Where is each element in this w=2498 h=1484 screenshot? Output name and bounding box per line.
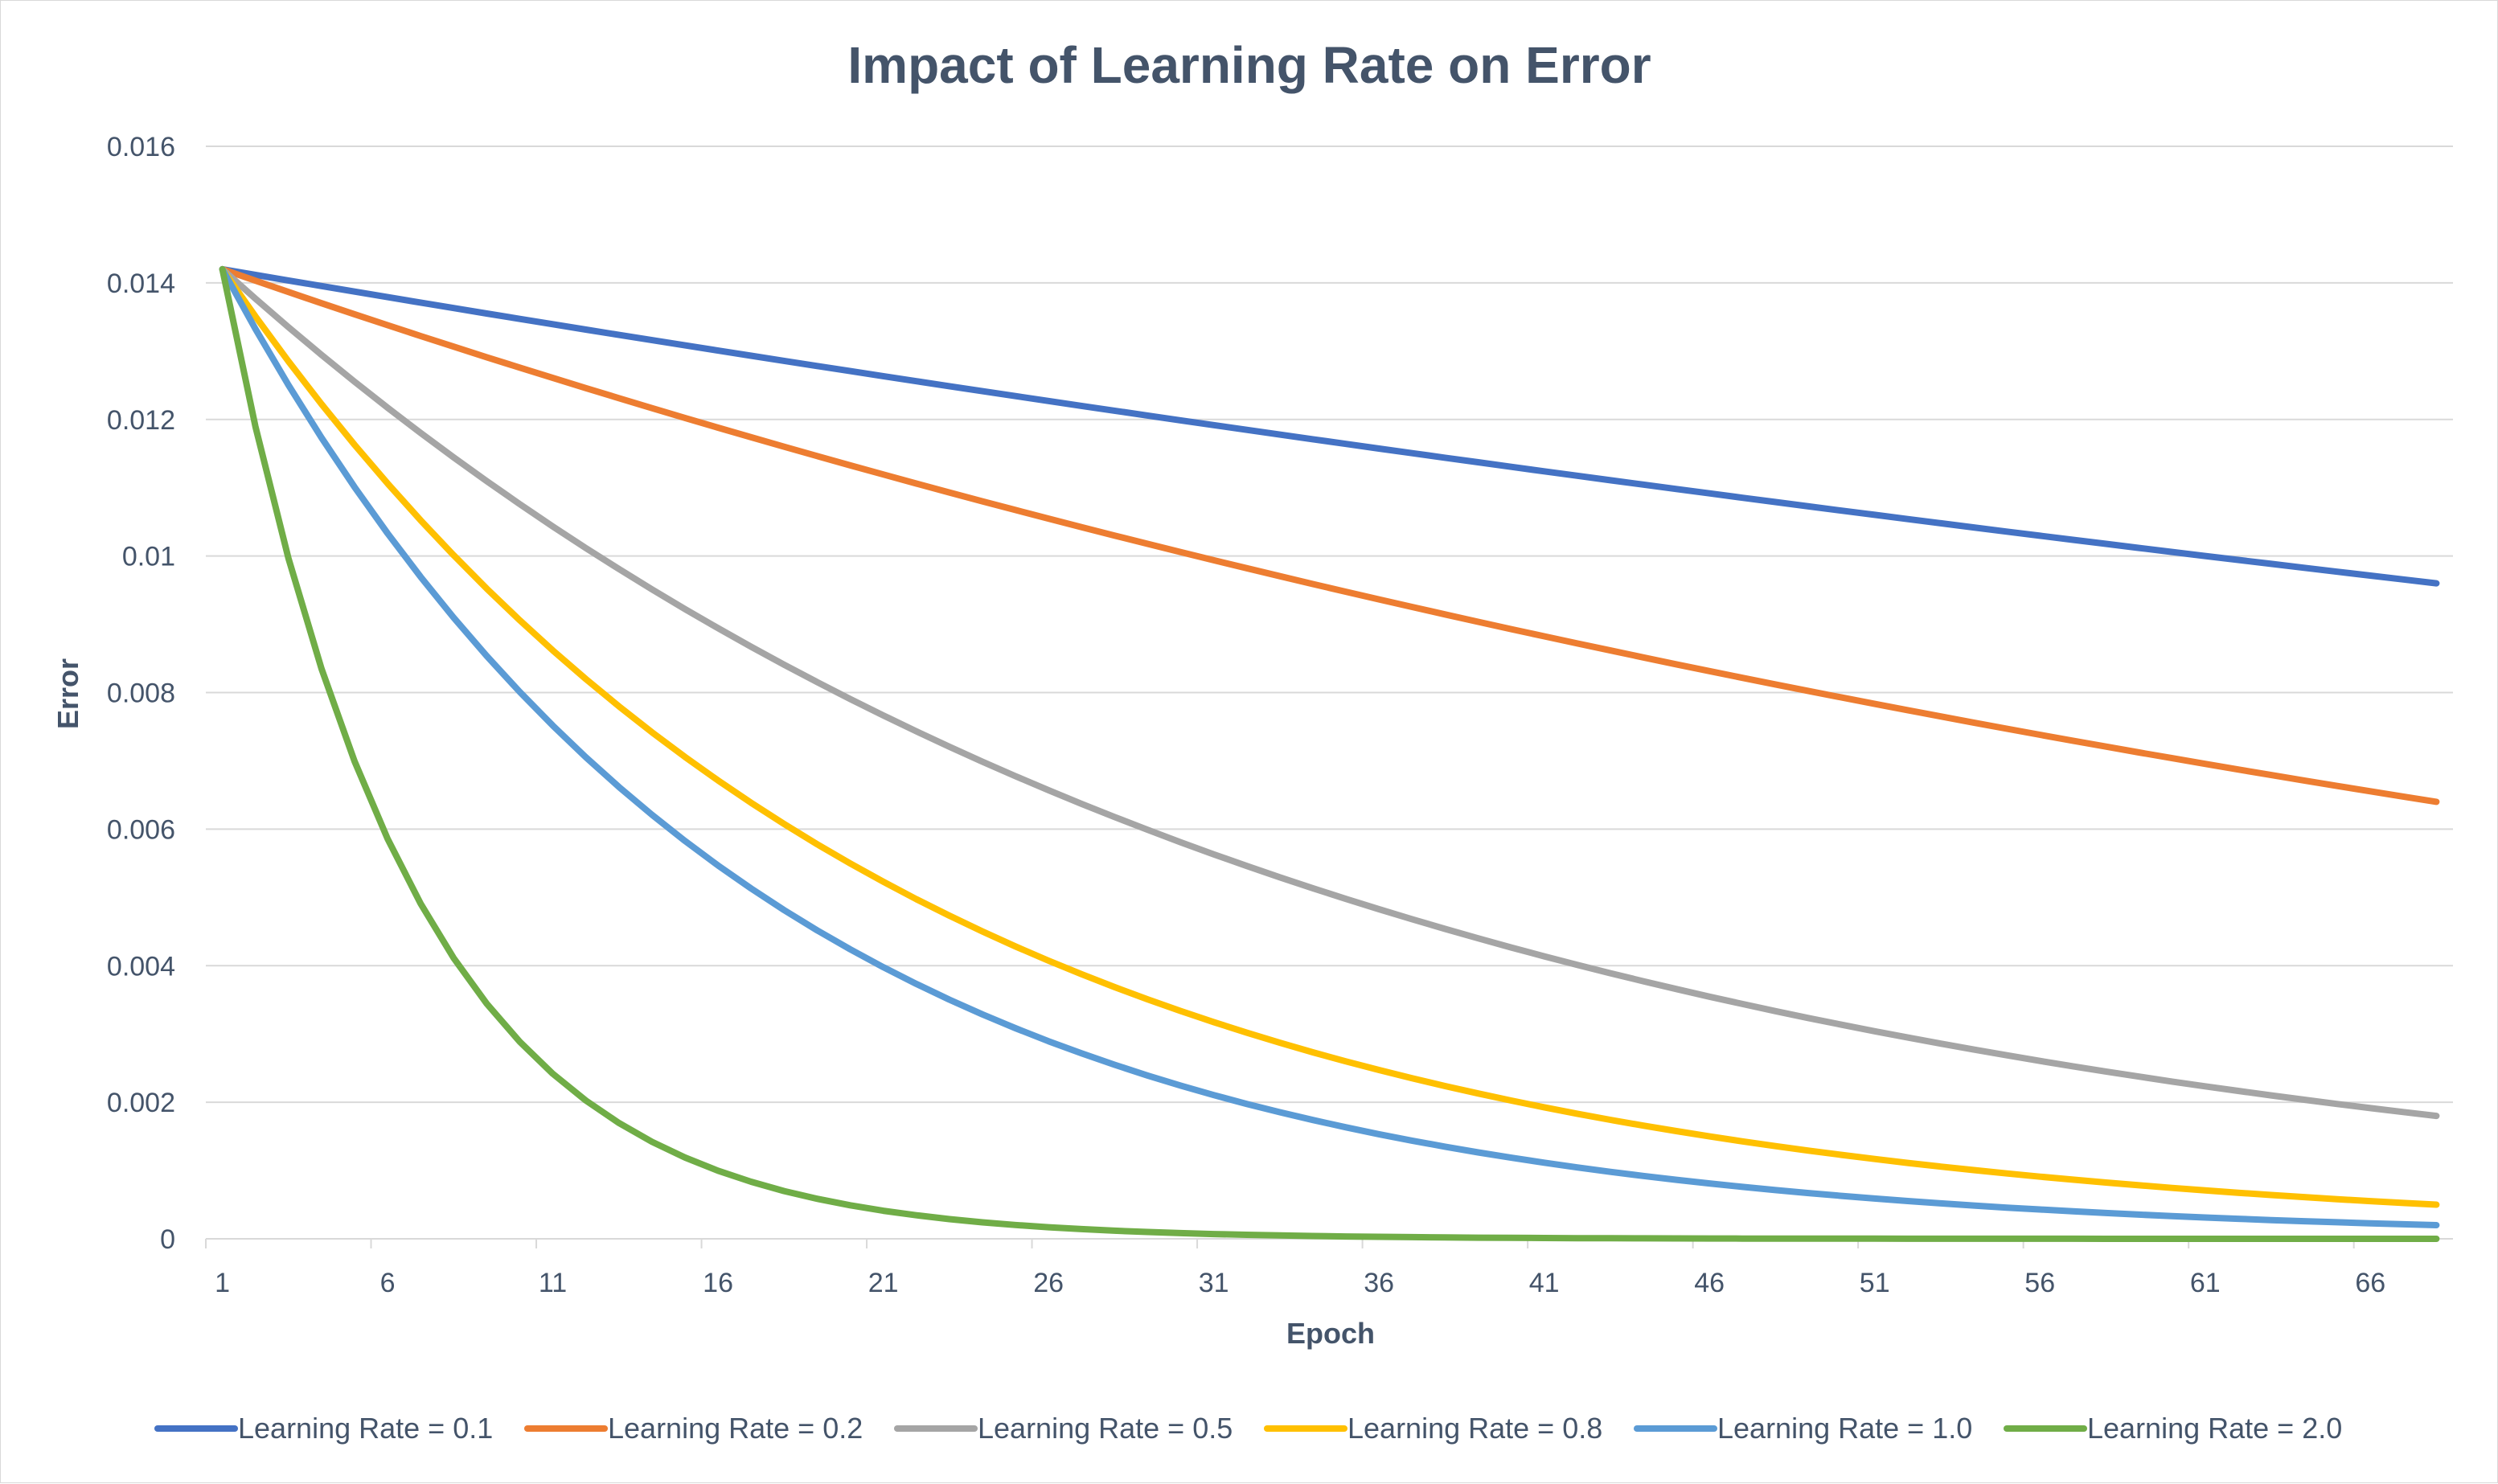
- x-tick-label: 31: [1199, 1268, 1229, 1298]
- y-tick-label: 0: [160, 1224, 175, 1255]
- y-tick-label: 0.01: [122, 542, 175, 572]
- x-tick-label: 26: [1033, 1268, 1064, 1298]
- x-tick-label: 66: [2355, 1268, 2385, 1298]
- y-tick-label: 0.002: [107, 1088, 175, 1118]
- x-tick-label: 46: [1694, 1268, 1725, 1298]
- y-tick-label: 0.014: [107, 269, 175, 299]
- x-tick-label: 51: [1860, 1268, 1890, 1298]
- x-tick-label: 36: [1364, 1268, 1394, 1298]
- legend-label: Learning Rate = 0.8: [1347, 1412, 1602, 1445]
- gridlines: [206, 146, 2453, 1240]
- series-line: [219, 265, 2440, 1228]
- series-line: [219, 265, 2440, 587]
- y-tick-label: 0.016: [107, 132, 175, 162]
- legend-label: Learning Rate = 0.5: [978, 1412, 1233, 1445]
- legend-label: Learning Rate = 2.0: [2087, 1412, 2342, 1445]
- y-tick-label: 0.004: [107, 951, 175, 982]
- y-tick-label: 0.012: [107, 405, 175, 436]
- x-tick-label: 41: [1529, 1268, 1560, 1298]
- y-tick-label: 0.006: [107, 814, 175, 845]
- x-tick-label: 1: [215, 1268, 230, 1298]
- series-lines: [219, 265, 2440, 1242]
- chart-title: Impact of Learning Rate on Error: [847, 36, 1651, 94]
- legend: Learning Rate = 0.1 Learning Rate = 0.2 Le…: [154, 1412, 2342, 1445]
- y-axis-ticks: 0 0.002 0.004 0.006 0.008 0.01 0.012 0.014 0.016: [107, 132, 175, 1255]
- series-line: [219, 265, 2440, 1208]
- series-line: [219, 265, 2440, 1242]
- y-axis-title: Error: [51, 658, 84, 729]
- y-tick-label: 0.008: [107, 678, 175, 709]
- x-axis-title: Epoch: [1286, 1317, 1375, 1350]
- x-tick-label: 21: [868, 1268, 899, 1298]
- x-tick-label: 11: [539, 1268, 567, 1298]
- legend-label: Learning Rate = 1.0: [1717, 1412, 1972, 1445]
- legend-label: Learning Rate = 0.2: [608, 1412, 863, 1445]
- x-tick-label: 56: [2024, 1268, 2055, 1298]
- x-tick-label: 16: [703, 1268, 733, 1298]
- series-line: [219, 265, 2440, 806]
- x-axis-ticks: 1 6 11 16 21 26 31 36 41 46 51 56 61 66: [205, 1239, 2385, 1298]
- x-tick-label: 6: [380, 1268, 396, 1298]
- x-tick-label: 61: [2190, 1268, 2221, 1298]
- legend-label: Learning Rate = 0.1: [238, 1412, 493, 1445]
- series-line: [219, 265, 2440, 1120]
